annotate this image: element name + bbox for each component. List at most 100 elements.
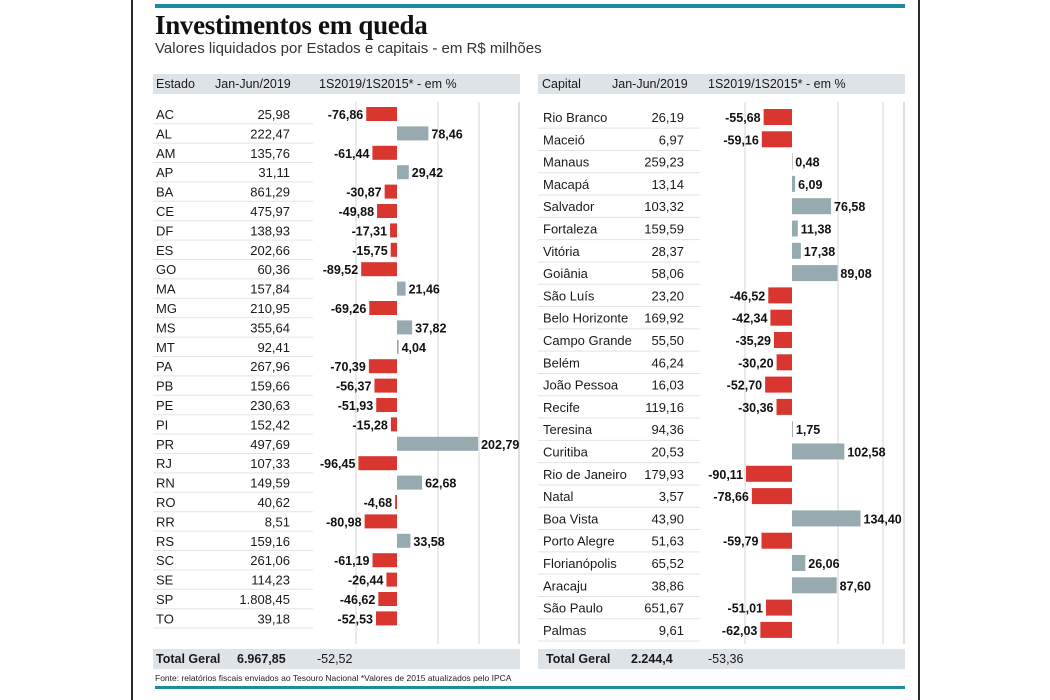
pct-data-label: -4,68 — [364, 496, 393, 510]
category-label: Natal — [543, 489, 573, 504]
category-label: MT — [156, 340, 175, 355]
category-label: Goiânia — [543, 266, 589, 281]
bar — [390, 223, 397, 238]
bottom-accent-bar — [155, 686, 905, 689]
pct-data-label: 202,79 — [481, 438, 519, 452]
bar — [372, 553, 397, 568]
jan-jun-2019-value: 114,23 — [251, 573, 290, 588]
pct-data-label: -51,93 — [338, 399, 373, 413]
bar — [368, 359, 397, 374]
jan-jun-2019-value: 159,66 — [250, 379, 290, 394]
pct-data-label: -80,98 — [326, 515, 361, 529]
jan-jun-2019-value: 20,53 — [651, 445, 684, 460]
jan-jun-2019-value: 55,50 — [651, 333, 684, 348]
jan-jun-2019-value: 152,42 — [250, 417, 290, 432]
jan-jun-2019-value: 92,41 — [257, 340, 290, 355]
bar — [792, 421, 793, 438]
pct-data-label: 89,08 — [840, 267, 871, 281]
jan-jun-2019-value: 60,36 — [257, 262, 290, 277]
jan-jun-2019-value: 16,03 — [651, 378, 684, 393]
pct-data-label: -78,66 — [713, 490, 748, 504]
page-subtitle: Valores liquidados por Estados e capitai… — [155, 40, 542, 57]
capitals-panel: Capital Jan-Jun/2019 1S2019/1S2015* - em… — [538, 74, 905, 674]
bar — [364, 514, 397, 529]
pct-data-label: -69,26 — [331, 302, 366, 316]
category-label: Maceió — [543, 132, 585, 147]
bar — [378, 592, 397, 606]
col-header-value: Jan-Jun/2019 — [215, 77, 291, 91]
bar — [765, 376, 792, 393]
bar — [358, 456, 397, 471]
pct-data-label: -70,39 — [330, 360, 365, 374]
states-header: Estado Jan-Jun/2019 1S2019/1S2015* - em … — [153, 74, 520, 94]
category-label: MA — [156, 282, 176, 297]
jan-jun-2019-value: 651,67 — [644, 601, 684, 616]
category-label: PA — [156, 359, 173, 374]
category-label: MS — [156, 320, 176, 335]
category-label: RS — [156, 534, 174, 549]
jan-jun-2019-value: 9,61 — [659, 623, 684, 638]
pct-data-label: -46,52 — [730, 289, 765, 303]
pct-data-label: -49,88 — [339, 205, 374, 219]
bar — [792, 510, 861, 527]
capitals-total-label: Total Geral — [546, 652, 611, 666]
bar — [397, 320, 413, 335]
bar — [768, 287, 792, 304]
bar — [765, 599, 792, 616]
bar — [792, 175, 796, 192]
category-label: Manaus — [543, 155, 590, 170]
category-label: RO — [156, 495, 176, 510]
pct-data-label: -96,45 — [320, 457, 355, 471]
bar — [751, 488, 792, 505]
pct-data-label: 33,58 — [413, 535, 444, 549]
category-label: RN — [156, 476, 175, 491]
pct-data-label: 29,42 — [412, 166, 443, 180]
category-label: BA — [156, 185, 174, 200]
right-border-line — [918, 0, 920, 700]
jan-jun-2019-value: 51,63 — [651, 534, 684, 549]
category-label: São Paulo — [543, 601, 603, 616]
col-header-estado: Estado — [156, 77, 195, 91]
bar — [366, 107, 397, 121]
bar — [761, 131, 792, 148]
jan-jun-2019-value: 261,06 — [250, 553, 290, 568]
bar — [374, 378, 397, 393]
category-label: Recife — [543, 400, 580, 415]
jan-jun-2019-value: 43,90 — [651, 511, 684, 526]
states-total-label: Total Geral — [156, 652, 221, 666]
jan-jun-2019-value: 31,11 — [258, 165, 290, 180]
category-label: Macapá — [543, 177, 590, 192]
category-label: PI — [156, 417, 168, 432]
jan-jun-2019-value: 26,19 — [651, 110, 684, 125]
bar — [386, 572, 397, 587]
col-header-value: Jan-Jun/2019 — [612, 77, 688, 91]
jan-jun-2019-value: 861,29 — [250, 185, 290, 200]
bar — [376, 398, 397, 412]
bar — [377, 204, 397, 218]
states-total-row: Total Geral 6.967,85 -52,52 — [153, 649, 520, 669]
left-border-line — [131, 0, 133, 700]
jan-jun-2019-value: 159,59 — [644, 222, 684, 237]
jan-jun-2019-value: 202,66 — [250, 243, 290, 258]
bar — [792, 220, 798, 237]
category-label: PE — [156, 398, 174, 413]
pct-data-label: -51,01 — [728, 602, 763, 616]
category-label: Vitória — [543, 244, 580, 259]
jan-jun-2019-value: 355,64 — [250, 320, 290, 335]
pct-data-label: 87,60 — [840, 579, 871, 593]
jan-jun-2019-value: 103,32 — [644, 199, 684, 214]
pct-data-label: -46,62 — [340, 593, 375, 607]
pct-data-label: -52,53 — [338, 612, 373, 626]
bar — [792, 242, 801, 259]
pct-data-label: 4,04 — [402, 341, 426, 355]
col-header-capital: Capital — [542, 77, 581, 91]
category-label: Palmas — [543, 623, 587, 638]
bar — [369, 301, 397, 315]
bar — [397, 533, 411, 548]
category-label: Rio de Janeiro — [543, 467, 627, 482]
category-label: Aracaju — [543, 578, 587, 593]
jan-jun-2019-value: 169,92 — [644, 311, 684, 326]
col-header-pct: 1S2019/1S2015* - em % — [708, 77, 846, 91]
pct-data-label: -35,29 — [736, 334, 771, 348]
category-label: Salvador — [543, 199, 595, 214]
